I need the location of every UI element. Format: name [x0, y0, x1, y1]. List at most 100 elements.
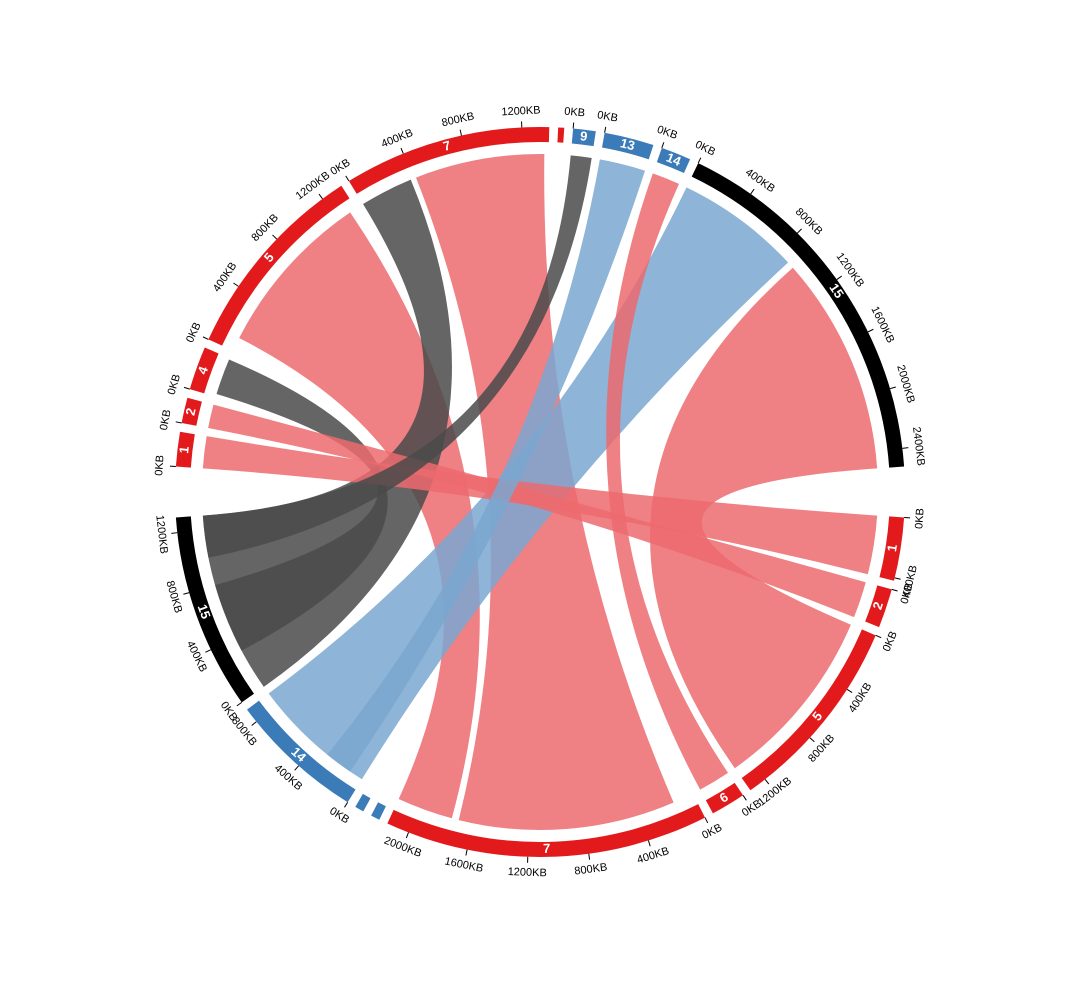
- tick-label: 0KB: [655, 124, 679, 142]
- link-ribbon: [208, 404, 866, 618]
- tick-label: 0KB: [700, 822, 724, 842]
- tick-label: 0KB: [166, 373, 183, 396]
- tick-mark: [704, 817, 709, 824]
- tick-mark: [836, 275, 842, 280]
- chromosome-label: 1: [176, 445, 192, 454]
- chromosome-label: 14: [664, 150, 684, 170]
- tick-label: 2400KB: [910, 426, 927, 466]
- tick-mark: [344, 801, 349, 808]
- chromosome: [601, 132, 654, 160]
- tick-label: 0KB: [158, 409, 174, 432]
- tick-label: 0KB: [328, 157, 352, 178]
- tick-label: 400KB: [846, 681, 874, 715]
- tick-label: 400KB: [743, 166, 777, 195]
- chromosome: [246, 700, 356, 803]
- link-ribbon: [327, 159, 646, 772]
- tick-label: 400KB: [380, 127, 415, 151]
- tick-mark: [809, 737, 815, 743]
- chromosome-label: 15: [195, 602, 214, 621]
- tick-mark: [764, 779, 770, 785]
- tick-label: 1200KB: [153, 514, 169, 554]
- chromosome: [741, 629, 876, 791]
- tick-mark: [891, 588, 898, 592]
- tick-mark: [345, 175, 350, 182]
- chromosome: [348, 127, 550, 194]
- link-ribbon: [202, 179, 452, 687]
- tick-mark: [647, 840, 651, 847]
- link-ribbon: [650, 267, 878, 769]
- tick-mark: [251, 721, 257, 726]
- chromosome: [387, 804, 706, 857]
- tick-label: 1600KB: [444, 855, 485, 875]
- tick-label: 800KB: [441, 110, 476, 129]
- tick-mark: [236, 701, 243, 707]
- tick-label: 800KB: [574, 861, 608, 877]
- chromosome: [865, 585, 892, 628]
- tick-label: 400KB: [184, 639, 209, 674]
- chromosome-label: 2: [870, 600, 887, 612]
- chromosome: [656, 147, 691, 173]
- tick-mark: [875, 634, 882, 639]
- chromosome: [355, 793, 371, 812]
- tick-label: 0KB: [693, 139, 717, 159]
- tick-mark: [183, 386, 190, 390]
- chromosome: [175, 516, 254, 703]
- tick-mark: [742, 795, 747, 801]
- chromosome-label: 15: [826, 280, 847, 300]
- tick-label: 1200KB: [501, 104, 541, 118]
- tick-mark: [661, 142, 665, 149]
- tick-mark: [183, 592, 190, 595]
- tick-label: 0KB: [899, 582, 916, 605]
- chromosome-label: 1: [884, 543, 900, 553]
- chromosome: [371, 802, 386, 820]
- tick-mark: [889, 386, 896, 390]
- tick-mark: [272, 234, 278, 240]
- tick-label: 400KB: [211, 260, 240, 294]
- tick-mark: [171, 532, 178, 534]
- tick-mark: [175, 421, 182, 424]
- link-ribbon: [606, 173, 729, 790]
- tick-label: 800KB: [164, 579, 185, 614]
- tick-mark: [202, 336, 209, 340]
- tick-mark: [902, 447, 909, 449]
- tick-mark: [459, 129, 462, 136]
- chromosome: [208, 185, 350, 346]
- chromosome: [705, 782, 744, 814]
- chromosome: [175, 431, 195, 468]
- tick-label: 1200KB: [507, 866, 547, 879]
- tick-mark: [697, 157, 702, 164]
- tick-mark: [750, 188, 755, 195]
- tick-label: 1600KB: [868, 305, 896, 345]
- chromosome-label: 7: [441, 138, 452, 154]
- tick-mark: [465, 849, 468, 856]
- tick-mark: [405, 832, 409, 839]
- tick-mark: [400, 147, 404, 154]
- tick-label: 400KB: [272, 762, 305, 793]
- tick-label: 0KB: [327, 805, 351, 826]
- tick-mark: [867, 328, 874, 333]
- tick-mark: [796, 228, 802, 234]
- tick-mark: [588, 853, 591, 860]
- links: [202, 154, 878, 831]
- tick-label: 800KB: [806, 732, 837, 765]
- link-ribbon: [215, 359, 388, 651]
- tick-mark: [233, 282, 239, 287]
- tick-label: 0KB: [153, 455, 166, 477]
- tick-mark: [294, 765, 299, 771]
- chromosome: [181, 397, 202, 426]
- tick-label: 0KB: [596, 109, 619, 124]
- tick-mark: [318, 193, 323, 200]
- tick-mark: [604, 126, 607, 133]
- tick-label: 0KB: [564, 106, 586, 120]
- tick-label: 400KB: [636, 845, 671, 866]
- chromosome: [189, 347, 219, 394]
- tick-label: 0KB: [913, 508, 926, 530]
- tick-mark: [894, 577, 901, 580]
- tick-label: 0KB: [881, 630, 900, 654]
- link-ribbon: [202, 155, 592, 558]
- chromosome: [557, 127, 565, 143]
- chromosome-label: 2: [182, 407, 198, 417]
- tick-mark: [572, 122, 575, 129]
- link-ribbon: [239, 212, 480, 819]
